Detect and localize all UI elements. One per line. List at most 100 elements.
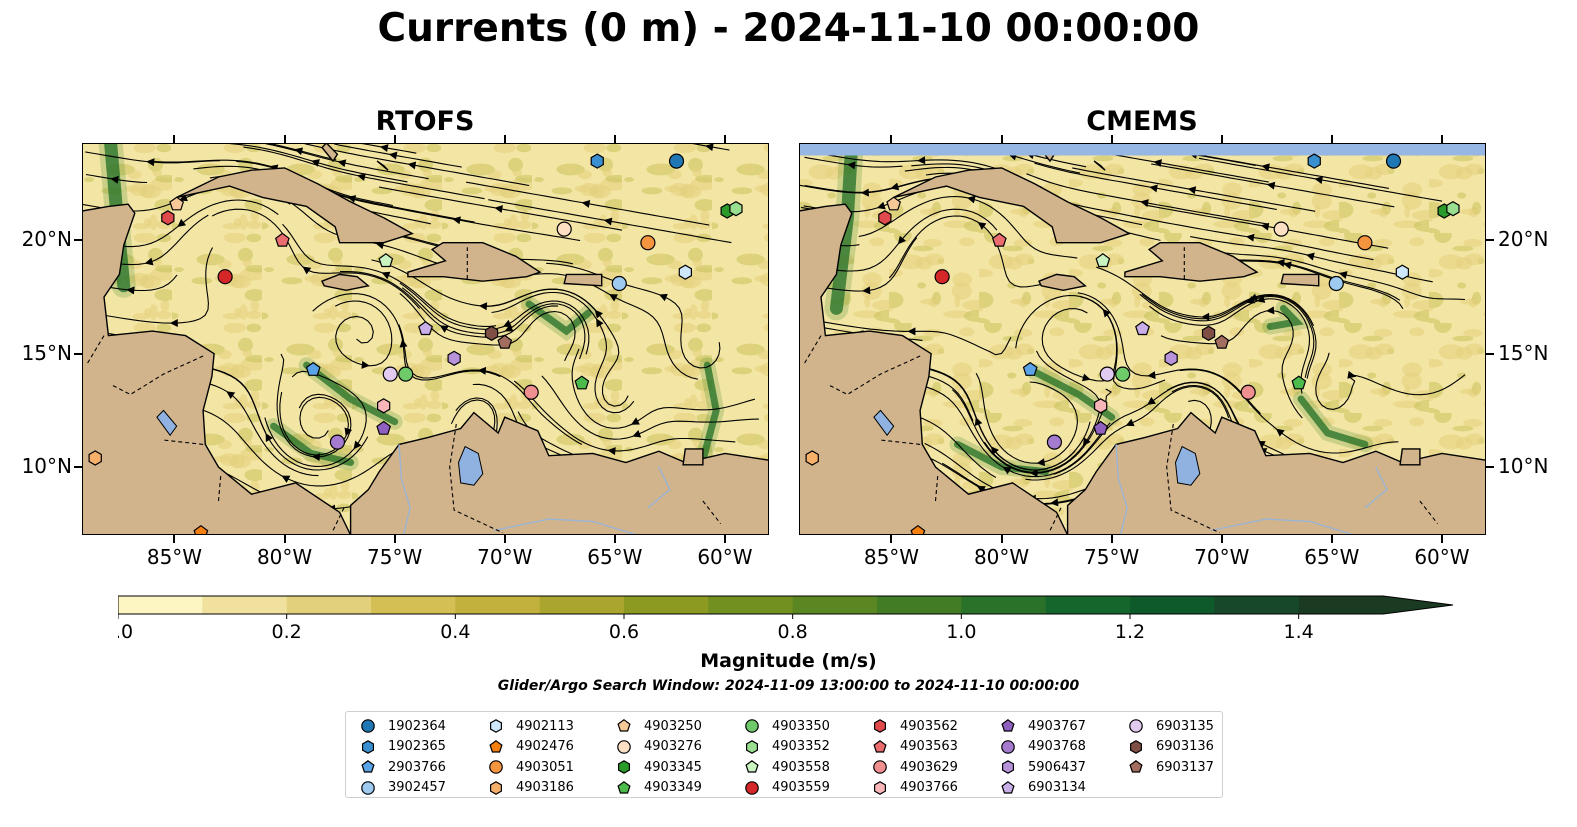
float-marker-4902113[interactable] bbox=[1395, 264, 1410, 280]
float-marker-4903766[interactable] bbox=[1094, 398, 1108, 414]
float-marker-4903349[interactable] bbox=[574, 375, 590, 390]
legend-label: 3902457 bbox=[388, 780, 446, 795]
country-border bbox=[802, 335, 822, 366]
float-marker-4903350[interactable] bbox=[1115, 366, 1131, 382]
lon-tick-label: 75°W bbox=[1084, 545, 1140, 569]
float-marker-4903629[interactable] bbox=[523, 384, 539, 400]
float-marker-6903134[interactable] bbox=[1135, 321, 1150, 336]
float-marker-4903768[interactable] bbox=[1046, 434, 1063, 450]
flow-arrow bbox=[603, 217, 613, 226]
lon-tick-label: 85°W bbox=[146, 545, 203, 569]
float-marker-4903559[interactable] bbox=[934, 269, 950, 285]
float-marker-4903352[interactable] bbox=[729, 201, 743, 217]
float-marker-6903136[interactable] bbox=[484, 325, 499, 341]
float-marker-4903051[interactable] bbox=[640, 235, 656, 251]
float-marker-4903276[interactable] bbox=[1273, 221, 1289, 237]
float-marker-4903629[interactable] bbox=[1240, 384, 1256, 400]
colorbar-extend-arrow bbox=[1383, 596, 1453, 614]
float-marker-4903768[interactable] bbox=[329, 434, 346, 450]
legend-label: 4903349 bbox=[644, 780, 702, 795]
float-marker-3902457[interactable] bbox=[611, 275, 627, 292]
float-marker-4903276[interactable] bbox=[556, 221, 572, 237]
flow-arrow bbox=[1306, 252, 1315, 261]
float-marker-2903766[interactable] bbox=[1022, 361, 1038, 376]
float-marker-4903250[interactable] bbox=[886, 196, 902, 211]
flow-arrow bbox=[1261, 163, 1270, 172]
land-hispaniola bbox=[1124, 241, 1259, 282]
float-marker-4903767[interactable] bbox=[1093, 420, 1109, 435]
flow-arrow bbox=[876, 201, 886, 210]
search-window-caption: Glider/Argo Search Window: 2024-11-09 13… bbox=[497, 678, 1080, 694]
float-marker-6903137[interactable] bbox=[497, 334, 513, 349]
legend-item-4903766: 4903766 bbox=[872, 778, 958, 798]
flow-arrow bbox=[705, 143, 714, 152]
float-marker-4903767[interactable] bbox=[376, 420, 392, 435]
land-trinidad bbox=[1399, 448, 1421, 466]
legend-label: 6903137 bbox=[1156, 759, 1214, 775]
flow-arrow bbox=[1036, 458, 1046, 467]
lon-tick-mark bbox=[1110, 535, 1113, 543]
lat-tick-mark bbox=[74, 466, 82, 469]
float-marker-4903186[interactable] bbox=[805, 450, 819, 466]
lat-tick-mark bbox=[74, 352, 82, 355]
colorbar-segment bbox=[708, 596, 794, 614]
float-marker-4903559[interactable] bbox=[217, 269, 233, 285]
lon-tick-mark-top bbox=[1440, 135, 1443, 143]
float-marker-6903135[interactable] bbox=[382, 366, 398, 382]
legend-label: 6903135 bbox=[1156, 718, 1214, 734]
float-marker-4903186[interactable] bbox=[88, 450, 102, 466]
float-marker-4903562[interactable] bbox=[161, 210, 175, 226]
hexagon-marker-icon bbox=[873, 780, 886, 795]
pentagon-marker-icon bbox=[361, 760, 375, 773]
float-marker-4903350[interactable] bbox=[398, 366, 414, 382]
float-marker-1902364[interactable] bbox=[668, 153, 685, 169]
lon-tick-mark-top bbox=[1330, 135, 1333, 143]
float-marker-1902365[interactable] bbox=[590, 153, 604, 169]
float-marker-4903250[interactable] bbox=[169, 196, 185, 211]
flow-arrow bbox=[379, 144, 389, 153]
float-marker-4902476[interactable] bbox=[193, 524, 209, 535]
float-marker-4902476[interactable] bbox=[910, 524, 926, 535]
float-marker-4902113[interactable] bbox=[678, 264, 693, 280]
float-marker-5906437[interactable] bbox=[447, 350, 461, 366]
legend-item-4903051: 4903051 bbox=[488, 757, 574, 777]
flow-arrow bbox=[1314, 176, 1323, 185]
lon-tick-label: 80°W bbox=[973, 545, 1030, 569]
colorbar-tick-label: 1.2 bbox=[1115, 621, 1145, 643]
figure-title: Currents (0 m) - 2024-11-10 00:00:00 bbox=[377, 6, 1200, 51]
map-cmems bbox=[799, 143, 1486, 535]
float-marker-4903349[interactable] bbox=[1291, 375, 1307, 390]
lon-tick-mark bbox=[173, 535, 176, 543]
lon-tick-mark-top bbox=[503, 135, 506, 143]
lat-tick-mark bbox=[1486, 466, 1494, 469]
flow-arrow bbox=[847, 161, 856, 170]
float-marker-4903562[interactable] bbox=[878, 210, 892, 226]
float-marker-4903051[interactable] bbox=[1357, 235, 1373, 251]
legend-label: 4903767 bbox=[1028, 718, 1086, 734]
pentagon-marker-icon bbox=[489, 739, 503, 753]
float-marker-6903136[interactable] bbox=[1201, 325, 1216, 341]
float-marker-4903558[interactable] bbox=[1095, 253, 1111, 268]
legend-label: 4902113 bbox=[516, 718, 574, 734]
float-marker-1902365[interactable] bbox=[1307, 153, 1321, 169]
float-marker-4903352[interactable] bbox=[1446, 201, 1460, 217]
legend-item-4903562: 4903562 bbox=[872, 716, 958, 736]
float-marker-4903558[interactable] bbox=[378, 253, 394, 268]
float-marker-6903137[interactable] bbox=[1214, 334, 1230, 349]
float-marker-3902457[interactable] bbox=[1328, 275, 1344, 292]
lon-tick-mark bbox=[283, 535, 286, 543]
float-marker-4903766[interactable] bbox=[377, 398, 391, 414]
lon-tick-mark bbox=[723, 535, 726, 543]
float-marker-4903563[interactable] bbox=[274, 232, 290, 247]
legend-label: 4903562 bbox=[900, 718, 958, 734]
lon-tick-mark bbox=[613, 535, 616, 543]
float-marker-4903563[interactable] bbox=[991, 232, 1007, 247]
flow-arrow bbox=[179, 193, 188, 202]
float-marker-5906437[interactable] bbox=[1164, 350, 1178, 366]
pentagon-marker-icon bbox=[873, 739, 887, 753]
float-marker-1902364[interactable] bbox=[1385, 153, 1402, 169]
float-marker-2903766[interactable] bbox=[305, 361, 321, 376]
float-marker-6903134[interactable] bbox=[418, 321, 433, 336]
flow-arrow bbox=[439, 325, 449, 333]
float-marker-6903135[interactable] bbox=[1099, 366, 1115, 382]
